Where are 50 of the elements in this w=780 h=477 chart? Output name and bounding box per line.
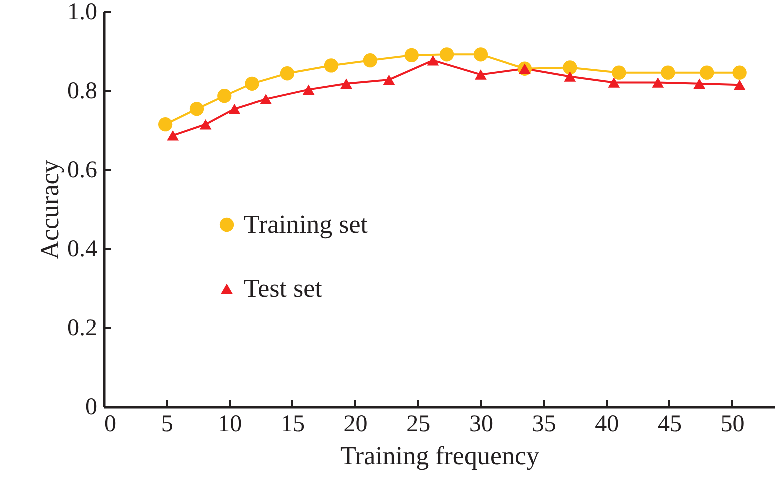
point (608, 78, 620, 88)
point (612, 66, 626, 80)
point (324, 58, 339, 73)
x-tick-label: 45 (658, 412, 682, 438)
point (260, 94, 272, 104)
point (732, 66, 747, 80)
point (340, 78, 352, 90)
y-tick-label: 1.0 (68, 0, 98, 26)
point (200, 119, 212, 130)
x-tick-label: 20 (344, 412, 368, 438)
point (280, 66, 295, 81)
y-tick-label: 0 (86, 394, 98, 420)
point (652, 78, 664, 88)
point (158, 118, 173, 132)
legend-label: Training set (244, 210, 369, 239)
legend-label: Test set (244, 274, 324, 303)
point (700, 66, 714, 80)
x-tick-label: 40 (595, 412, 620, 438)
x-tick-label: 0 (104, 412, 116, 438)
x-tick-label: 5 (161, 412, 174, 438)
point (404, 48, 419, 63)
point (440, 48, 454, 62)
point (564, 72, 576, 82)
x-axis-title: Training frequency (340, 442, 540, 470)
point (218, 89, 232, 104)
y-axis-title: Accuracy (36, 160, 64, 260)
point (474, 48, 488, 62)
point (302, 84, 315, 95)
point (228, 104, 241, 114)
point (190, 102, 204, 116)
point (363, 54, 378, 68)
point (734, 80, 746, 90)
x-tick-label: 10 (218, 412, 242, 438)
x-tick-label: 50 (720, 412, 745, 438)
x-tick-label: 15 (280, 412, 305, 438)
point (475, 70, 487, 80)
point (167, 130, 180, 141)
point (563, 60, 578, 75)
point (427, 55, 440, 66)
point (661, 66, 676, 80)
x-tick-label: 35 (532, 412, 556, 438)
point (383, 74, 396, 86)
y-tick-label: 0.2 (68, 316, 98, 342)
x-tick-label: 30 (469, 412, 494, 438)
y-tick-label: 0.6 (68, 158, 98, 184)
y-tick-label: 0.8 (68, 78, 98, 104)
y-tick-label: 0.4 (68, 236, 98, 262)
point (245, 76, 260, 91)
x-tick-label: 25 (406, 412, 431, 438)
point (694, 78, 706, 90)
